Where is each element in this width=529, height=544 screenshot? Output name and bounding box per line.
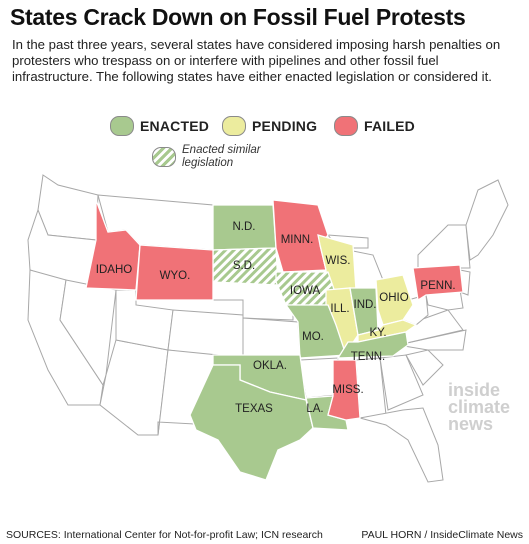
watermark-line-1: inside [448, 380, 501, 400]
label-penn: PENN. [420, 280, 455, 292]
label-tenn: TENN. [351, 351, 386, 363]
legend-failed: FAILED [334, 116, 415, 136]
state-wa [37, 174, 99, 241]
label-miss: MISS. [332, 384, 363, 396]
legend-failed-label: FAILED [364, 118, 415, 134]
credit-text: PAUL HORN / InsideClimate News [361, 529, 523, 541]
watermark-line-2: climate [448, 397, 511, 417]
inside-climate-news-watermark: inside climate news [448, 380, 524, 434]
legend-pending-label: PENDING [252, 118, 318, 134]
state-new-england [465, 179, 509, 261]
label-idaho: IDAHO [96, 264, 132, 276]
footer: SOURCES: International Center for Not-fo… [0, 529, 529, 544]
label-ill: ILL. [330, 303, 349, 315]
state-az [99, 339, 169, 436]
us-map: N.D. S.D. MINN. IDAHO WYO. WIS. IOWA ILL… [8, 160, 528, 525]
state-wyo [135, 244, 214, 301]
legend-enacted-label: ENACTED [140, 118, 210, 134]
label-ky: KY. [369, 327, 386, 339]
label-sd: S.D. [233, 260, 255, 272]
page-title: States Crack Down on Fossil Fuel Protest… [10, 4, 466, 30]
state-texas [189, 364, 314, 481]
label-ind: IND. [354, 299, 377, 311]
label-ohio: OHIO [379, 292, 408, 304]
state-fl [359, 407, 444, 483]
state-ks [242, 317, 301, 356]
sources-text: SOURCES: International Center for Not-fo… [6, 529, 323, 541]
label-wyo: WYO. [160, 270, 191, 282]
label-mo: MO. [302, 331, 324, 343]
state-sc [405, 349, 444, 386]
state-ga [379, 354, 424, 411]
watermark-line-3: news [448, 414, 494, 434]
state-tenn [336, 331, 409, 359]
label-nd: N.D. [233, 221, 256, 233]
label-la: LA. [306, 403, 323, 415]
label-minn: MINN. [281, 234, 314, 246]
legend-similar-label: Enacted similar legislation [182, 144, 261, 169]
label-iowa: IOWA [290, 285, 321, 297]
legend-failed-swatch [334, 116, 358, 136]
intro-text: In the past three years, several states … [12, 37, 501, 84]
label-wis: WIS. [326, 255, 351, 267]
state-penn [412, 264, 464, 302]
legend-enacted: ENACTED [110, 116, 209, 136]
us-map-svg: N.D. S.D. MINN. IDAHO WYO. WIS. IOWA ILL… [27, 174, 509, 483]
legend-pending-swatch [222, 116, 246, 136]
state-ny [417, 224, 471, 269]
legend-enacted-swatch [110, 116, 134, 136]
label-okla: OKLA. [253, 360, 287, 372]
label-texas: TEXAS [235, 403, 273, 415]
state-miss [327, 359, 361, 421]
legend-pending: PENDING [222, 116, 317, 136]
legend-similar-swatch [152, 147, 176, 167]
legend-similar: Enacted similar legislation [152, 144, 272, 170]
